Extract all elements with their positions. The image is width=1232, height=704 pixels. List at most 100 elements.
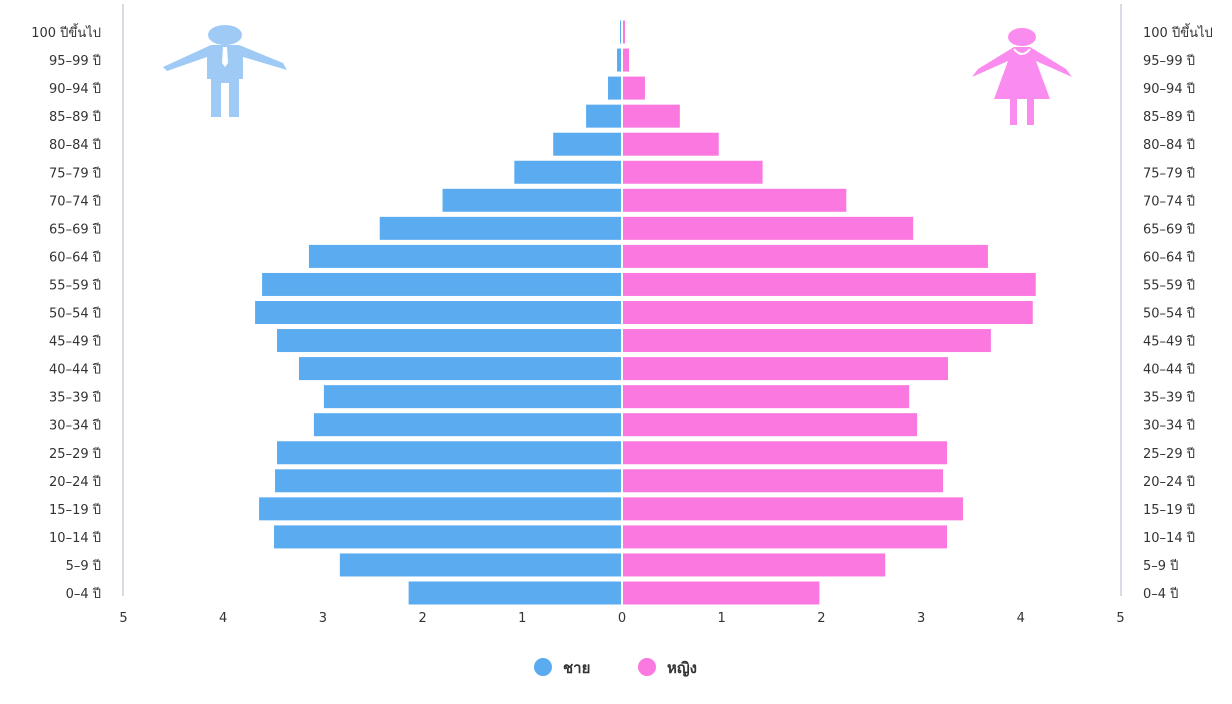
bar-female[interactable] — [623, 413, 918, 437]
bar-female[interactable] — [623, 132, 719, 156]
category-label-left: 45–49 ปี — [49, 334, 101, 350]
bar-female[interactable] — [623, 244, 988, 268]
category-label-left: 95–99 ปี — [49, 53, 101, 69]
x-tick-label: 3 — [319, 611, 327, 626]
category-label-right: 10–14 ปี — [1143, 530, 1195, 546]
bar-male[interactable] — [323, 385, 621, 409]
x-tick-label: 4 — [219, 611, 227, 626]
bar-male[interactable] — [262, 272, 621, 296]
category-label-right: 45–49 ปี — [1143, 334, 1195, 350]
bar-female[interactable] — [623, 301, 1033, 324]
bar-female[interactable] — [623, 76, 645, 100]
category-label-left: 90–94 ปี — [49, 81, 101, 97]
category-label-right: 75–79 ปี — [1143, 165, 1195, 181]
bar-female[interactable] — [623, 216, 914, 240]
bar-female[interactable] — [623, 329, 991, 353]
bar-male[interactable] — [408, 581, 621, 605]
legend: ชาย หญิง — [534, 658, 697, 677]
woman-icon — [972, 28, 1072, 125]
category-label-right: 90–94 ปี — [1143, 81, 1195, 97]
category-label-left: 80–84 ปี — [49, 137, 101, 153]
category-label-left: 5–9 ปี — [66, 558, 101, 574]
category-label-left: 65–69 ปี — [49, 221, 101, 237]
category-label-left: 40–44 ปี — [49, 362, 101, 378]
category-label-left: 10–14 ปี — [49, 530, 101, 546]
category-label-left: 50–54 ปี — [49, 306, 101, 322]
category-label-left: 75–79 ปี — [49, 165, 101, 181]
bar-male[interactable] — [442, 188, 621, 212]
bar-male[interactable] — [620, 20, 621, 44]
category-label-left: 35–39 ปี — [49, 390, 101, 406]
bar-male[interactable] — [313, 413, 621, 437]
bar-female[interactable] — [623, 441, 948, 465]
bar-female[interactable] — [623, 385, 910, 409]
labels-layer: 100 ปีขึ้นไป 100 ปีขึ้นไป 95–99 ปี 95–99 ปี… — [31, 23, 1213, 626]
legend-dot-male — [534, 658, 552, 676]
x-tick-label: 2 — [418, 611, 426, 626]
legend-item-male[interactable]: ชาย — [534, 658, 590, 677]
x-tick-label: 2 — [817, 611, 825, 626]
bar-female[interactable] — [623, 188, 847, 212]
x-tick-label: 1 — [718, 611, 726, 626]
category-label-right: 70–74 ปี — [1143, 193, 1195, 209]
x-tick-label: 0 — [618, 611, 626, 626]
bar-male[interactable] — [514, 160, 621, 184]
bar-female[interactable] — [623, 48, 629, 72]
bar-male[interactable] — [255, 301, 621, 324]
bar-female[interactable] — [623, 581, 820, 605]
bar-female[interactable] — [623, 272, 1036, 296]
bar-male[interactable] — [617, 48, 621, 72]
bar-female[interactable] — [623, 469, 944, 493]
bar-female[interactable] — [623, 525, 948, 549]
bar-male[interactable] — [277, 441, 621, 465]
bar-female[interactable] — [623, 553, 886, 577]
bar-male[interactable] — [553, 132, 621, 156]
bars-layer — [122, 4, 1122, 605]
category-label-right: 0–4 ปี — [1143, 586, 1178, 602]
bar-male[interactable] — [608, 76, 621, 100]
category-label-right: 65–69 ปี — [1143, 221, 1195, 237]
bar-male[interactable] — [277, 329, 621, 353]
bar-male[interactable] — [259, 497, 621, 521]
x-tick-label: 4 — [1017, 611, 1025, 626]
category-label-right: 15–19 ปี — [1143, 502, 1195, 518]
category-label-right: 50–54 ปี — [1143, 306, 1195, 322]
category-label-right: 55–59 ปี — [1143, 277, 1195, 293]
category-label-right: 40–44 ปี — [1143, 362, 1195, 378]
man-icon — [163, 25, 287, 117]
bar-male[interactable] — [586, 104, 621, 128]
x-tick-label: 3 — [917, 611, 925, 626]
bar-male[interactable] — [298, 357, 621, 381]
legend-item-female[interactable]: หญิง — [638, 658, 697, 677]
category-label-right: 95–99 ปี — [1143, 53, 1195, 69]
category-label-right: 30–34 ปี — [1143, 418, 1195, 434]
category-label-left: 0–4 ปี — [66, 586, 101, 602]
category-label-right: 20–24 ปี — [1143, 474, 1195, 490]
category-label-left: 100 ปีขึ้นไป — [31, 23, 101, 41]
bar-female[interactable] — [623, 497, 963, 521]
category-label-left: 25–29 ปี — [49, 446, 101, 462]
category-label-right: 25–29 ปี — [1143, 446, 1195, 462]
category-label-right: 60–64 ปี — [1143, 249, 1195, 265]
bar-female[interactable] — [623, 357, 949, 381]
category-label-left: 20–24 ปี — [49, 474, 101, 490]
bar-male[interactable] — [274, 525, 621, 549]
bar-male[interactable] — [275, 469, 621, 493]
bar-female[interactable] — [623, 160, 763, 184]
category-label-left: 70–74 ปี — [49, 193, 101, 209]
bar-female[interactable] — [623, 20, 625, 44]
bar-male[interactable] — [308, 244, 621, 268]
bar-male[interactable] — [379, 216, 621, 240]
legend-label-male: ชาย — [563, 659, 590, 677]
legend-label-female: หญิง — [667, 659, 697, 677]
x-tick-label: 5 — [1116, 611, 1124, 626]
bar-female[interactable] — [623, 104, 680, 128]
x-tick-label: 1 — [518, 611, 526, 626]
x-tick-label: 5 — [119, 611, 127, 626]
bar-male[interactable] — [339, 553, 621, 577]
legend-dot-female — [638, 658, 656, 676]
category-label-left: 55–59 ปี — [49, 277, 101, 293]
category-label-right: 80–84 ปี — [1143, 137, 1195, 153]
